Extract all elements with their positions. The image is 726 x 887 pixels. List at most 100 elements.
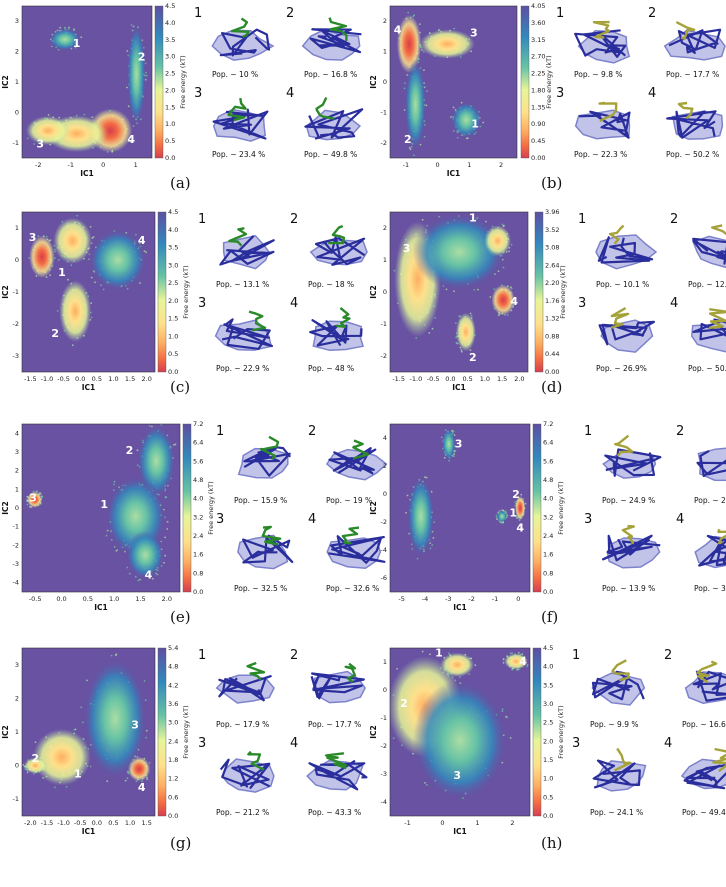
snapshot-number: 1 [572, 648, 581, 663]
density-points [397, 11, 485, 157]
colorbar-tick-label: 2.5 [168, 279, 178, 287]
x-tick-label: 0 [516, 595, 520, 603]
colorbar [157, 211, 167, 373]
density-points [392, 650, 529, 800]
density-basin [49, 28, 81, 51]
colorbar-label: Free energy (kT) [179, 55, 187, 108]
x-tick-label: -2.0 [24, 819, 37, 827]
molecule-render [306, 752, 368, 791]
snapshot-number: 3 [556, 86, 565, 101]
y-tick-label: 1 [383, 48, 387, 56]
state-label: 3 [403, 242, 411, 255]
snapshot-number: 4 [308, 512, 317, 527]
structure-snapshot: 1 Pop. ~ 10 % [194, 6, 284, 82]
state-label: 3 [131, 719, 139, 732]
state-label: 3 [453, 769, 461, 782]
state-label: 4 [145, 569, 153, 582]
colorbar-tick-label: 3.60 [531, 19, 545, 27]
state-label: 1 [471, 118, 479, 131]
colorbar-tick-label: 0.5 [165, 137, 175, 145]
snapshot-number: 1 [216, 424, 225, 439]
plot-area [22, 212, 155, 372]
molecule-render [591, 659, 646, 706]
structure-snapshot: 4 Pop. ~ 32.6 % [308, 512, 398, 596]
colorbar-tick-label: 1.8 [168, 756, 178, 764]
structure-snapshot: 3 Pop. ~ 21.2 % [198, 736, 288, 820]
molecule-render [574, 20, 631, 64]
x-tick-label: -0.5 [29, 595, 42, 603]
y-tick-label: 4 [15, 429, 19, 437]
population-label: Pop. ~ 13.9 % [602, 584, 656, 593]
colorbar-tick-label: 0.5 [168, 350, 178, 358]
structure-snapshot: 2 Pop. ~ 17.7 % [648, 6, 726, 82]
x-tick-label: 1 [134, 161, 138, 169]
population-label: Pop. ~ 38.1 % [694, 584, 726, 593]
molecule-render [325, 439, 388, 481]
colorbar-tick-label: 4.8 [543, 476, 553, 484]
colorbar-tick-label: 1.0 [168, 332, 178, 340]
colorbar-tick-label: 4.2 [168, 681, 178, 689]
x-tick-label: 0.0 [75, 375, 85, 383]
y-axis-label: IC2 [1, 725, 10, 739]
molecule-render [219, 227, 275, 270]
x-tick-label: 1.0 [109, 595, 119, 603]
colorbar-tick-label: 1.80 [531, 86, 545, 94]
y-tick-label: -4 [381, 798, 387, 806]
density-basin [412, 679, 508, 801]
density-basin [396, 14, 422, 74]
snapshot-number: 4 [290, 296, 299, 311]
structure-snapshot: 4 Pop. ~ 38.1 % [676, 512, 726, 596]
x-tick-label: -0.5 [74, 819, 87, 827]
density-basin [440, 652, 475, 677]
density-basin [53, 217, 92, 264]
colorbar-tick-label: 4.0 [543, 663, 553, 671]
density-basin [83, 658, 148, 780]
structure-snapshot: 2 Pop. ~ 12.6 % [670, 212, 726, 292]
colorbar-tick-label: 2.0 [543, 737, 553, 745]
density-basin [455, 312, 476, 352]
structure-snapshot: 1 Pop. ~ 9.9 % [572, 648, 662, 732]
structure-snapshot: 1 Pop. ~ 17.9 % [198, 648, 288, 732]
colorbar-tick-label: 4.8 [168, 663, 178, 671]
y-tick-label: 0 [383, 686, 387, 694]
colorbar [154, 5, 164, 159]
snapshot-number: 2 [664, 648, 673, 663]
colorbar-tick-label: 1.76 [545, 297, 559, 305]
colorbar-tick-label: 3.52 [545, 226, 559, 234]
structure-snapshot: 4 Pop. ~ 49.4 % [664, 736, 726, 820]
state-label: 2 [512, 488, 520, 501]
y-tick-label: 3 [15, 17, 19, 25]
plot-area [390, 6, 517, 158]
panel-caption: (c) [170, 378, 191, 396]
y-tick-label: 1 [15, 485, 19, 493]
population-label: Pop. ~ 10.1 % [596, 280, 650, 289]
colorbar-label: Free energy (kT) [557, 705, 565, 758]
x-tick-label: -1 [404, 819, 410, 827]
density-basin [491, 284, 515, 316]
snapshot-number: 3 [216, 512, 225, 527]
state-label: 1 [100, 498, 108, 511]
molecule-render [214, 310, 273, 351]
state-label: 4 [519, 655, 527, 668]
colorbar-tick-label: 3.6 [168, 700, 178, 708]
colorbar [182, 423, 192, 593]
density-basin [105, 476, 167, 557]
x-tick-label: -1.5 [41, 819, 54, 827]
density-basin [412, 213, 506, 291]
colorbar-tick-label: 1.5 [165, 103, 175, 111]
population-label: Pop. ~ 18 % [308, 280, 355, 289]
snapshot-number: 2 [648, 6, 657, 21]
x-tick-label: -0.5 [427, 375, 440, 383]
x-tick-label: -1.0 [41, 375, 54, 383]
x-tick-label: 1.5 [497, 375, 507, 383]
y-tick-label: -1 [13, 795, 19, 803]
y-tick-label: 0 [15, 762, 19, 770]
density-basin [496, 510, 508, 523]
density-points [26, 24, 148, 153]
x-tick-label: -4 [422, 595, 428, 603]
colorbar-tick-label: 0.0 [165, 154, 175, 162]
y-tick-label: 2 [15, 48, 19, 56]
colorbar-tick-label: 0.0 [168, 368, 178, 376]
density-points [405, 429, 527, 560]
y-tick-label: 0 [15, 504, 19, 512]
